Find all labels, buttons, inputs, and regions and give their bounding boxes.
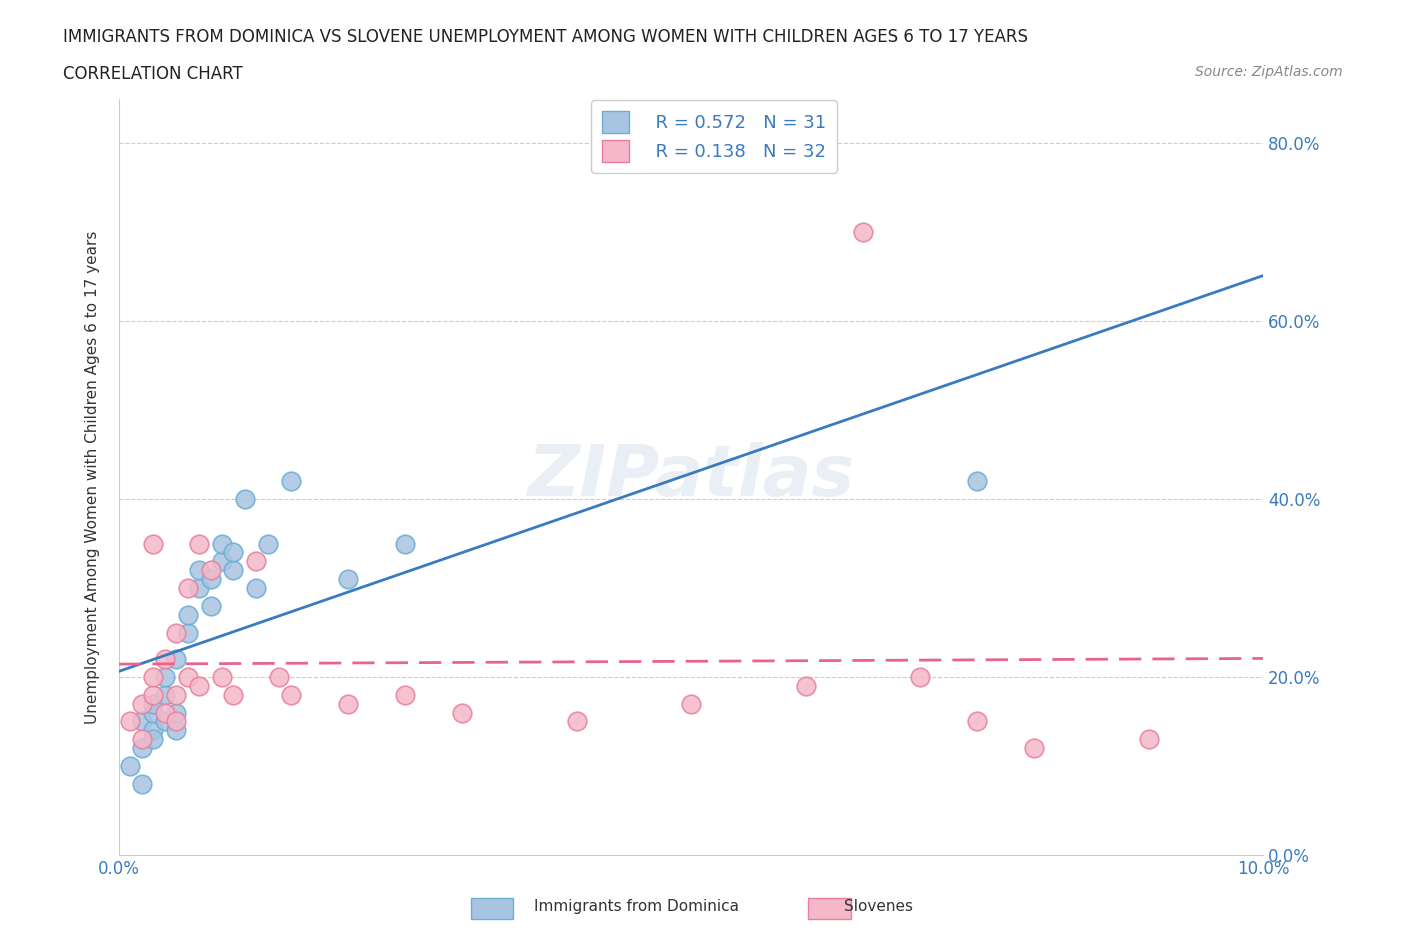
Point (177, 580, 200, 595)
Point (142, 697, 165, 711)
Point (200, 572, 222, 587)
Point (153, 670, 176, 684)
Point (165, 687, 187, 702)
Point (142, 536, 165, 551)
Point (200, 563, 222, 578)
Text: Immigrants from Dominica: Immigrants from Dominica (534, 899, 740, 914)
Point (233, 492, 256, 507)
Point (165, 652, 187, 667)
Text: Source: ZipAtlas.com: Source: ZipAtlas.com (1195, 65, 1343, 79)
Point (852, 225, 875, 240)
Point (142, 723, 165, 737)
Point (165, 723, 187, 737)
Point (394, 687, 416, 702)
Point (245, 580, 267, 595)
Point (794, 679, 817, 694)
Point (153, 687, 176, 702)
Point (142, 732, 165, 747)
Text: Slovenes: Slovenes (844, 899, 912, 914)
Point (120, 759, 142, 774)
Point (165, 705, 187, 720)
Point (153, 652, 176, 667)
Point (165, 714, 187, 729)
Point (131, 740, 153, 755)
Point (131, 697, 153, 711)
Point (142, 687, 165, 702)
Point (211, 536, 233, 551)
Point (153, 705, 176, 720)
Point (120, 714, 142, 729)
Point (142, 670, 165, 684)
Point (269, 670, 291, 684)
Point (681, 697, 703, 711)
Point (211, 554, 233, 569)
Point (565, 714, 588, 729)
Point (256, 536, 278, 551)
Point (1024, 740, 1046, 755)
Point (394, 536, 416, 551)
Text: CORRELATION CHART: CORRELATION CHART (63, 65, 243, 83)
Point (131, 777, 153, 791)
Point (966, 714, 988, 729)
Point (211, 670, 233, 684)
Point (142, 705, 165, 720)
Point (280, 473, 302, 488)
Point (280, 687, 302, 702)
Point (131, 714, 153, 729)
Point (222, 563, 245, 578)
Point (188, 580, 211, 595)
Y-axis label: Unemployment Among Women with Children Ages 6 to 17 years: Unemployment Among Women with Children A… (86, 230, 100, 724)
Legend:   R = 0.572   N = 31,   R = 0.138   N = 32: R = 0.572 N = 31, R = 0.138 N = 32 (592, 100, 837, 173)
Point (222, 687, 245, 702)
Point (131, 732, 153, 747)
Point (177, 625, 200, 640)
Point (245, 554, 267, 569)
Point (451, 705, 474, 720)
Point (188, 563, 211, 578)
Point (165, 625, 187, 640)
Point (1137, 732, 1160, 747)
Point (222, 545, 245, 560)
Point (153, 714, 176, 729)
Point (177, 670, 200, 684)
Point (188, 536, 211, 551)
Point (966, 473, 988, 488)
Point (200, 598, 222, 613)
Text: ZIPatlas: ZIPatlas (527, 443, 855, 512)
Point (336, 697, 359, 711)
Point (177, 607, 200, 622)
Point (336, 572, 359, 587)
Text: IMMIGRANTS FROM DOMINICA VS SLOVENE UNEMPLOYMENT AMONG WOMEN WITH CHILDREN AGES : IMMIGRANTS FROM DOMINICA VS SLOVENE UNEM… (63, 28, 1028, 46)
Point (188, 679, 211, 694)
Point (908, 670, 931, 684)
